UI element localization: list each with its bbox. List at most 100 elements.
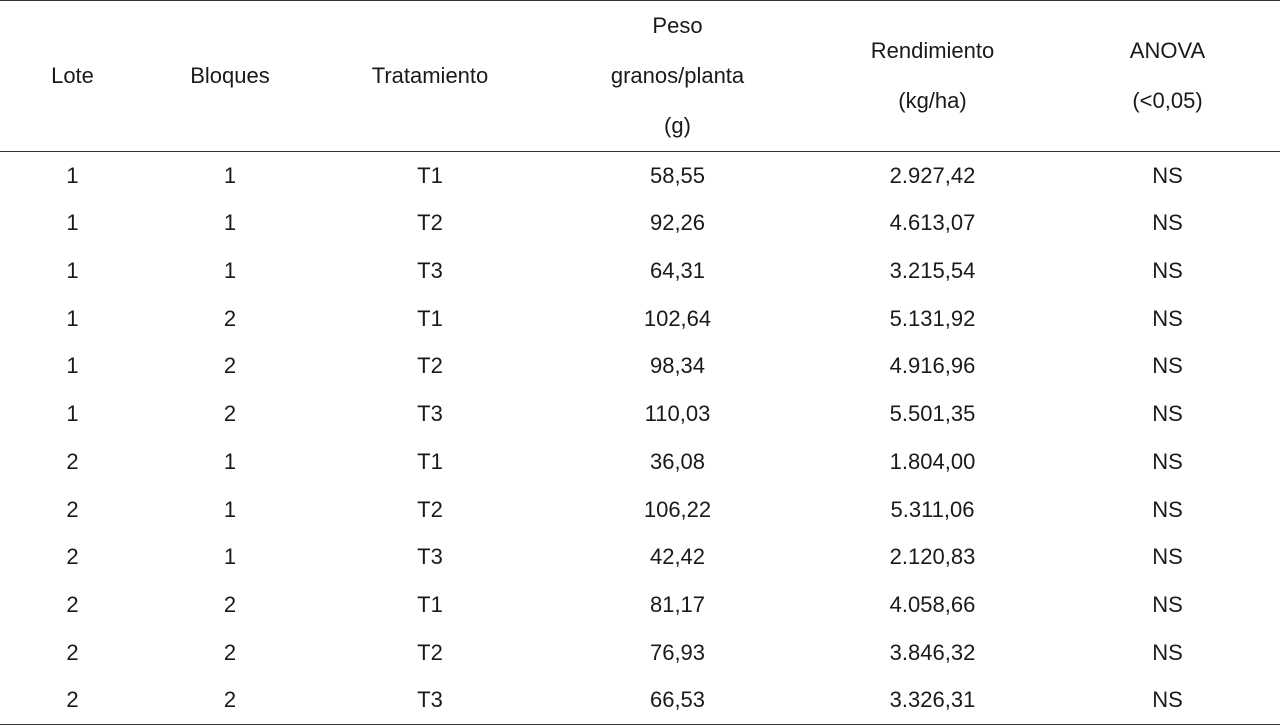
cell-anova: NS [1152, 544, 1183, 570]
cell-peso: 58,55 [649, 162, 706, 188]
cell-tratamiento: T3 [417, 257, 443, 283]
cell-tratamiento: T1 [417, 162, 443, 188]
cell-lote: 1 [66, 305, 79, 331]
table-row: 1 2 T2 98,34 4.916,96 NS [0, 343, 1280, 391]
table-row: 1 1 T1 58,55 2.927,42 NS [0, 152, 1280, 200]
cell-peso: 36,08 [649, 448, 706, 474]
cell-anova: NS [1152, 162, 1183, 188]
cell-bloques: 1 [223, 496, 237, 522]
cell-anova: NS [1152, 257, 1183, 283]
cell-lote: 2 [66, 544, 79, 570]
header-bloques-line-1: Bloques [190, 63, 270, 88]
cell-tratamiento: T3 [315, 676, 545, 725]
cell-bloques: 1 [223, 162, 237, 188]
cell-tratamiento: T2 [417, 496, 443, 522]
cell-anova: NS [1152, 353, 1183, 379]
header-peso-line-2: granos/planta [610, 63, 745, 88]
table-row: 2 2 T1 81,17 4.058,66 NS [0, 581, 1280, 629]
cell-peso: 64,31 [649, 257, 706, 283]
cell-tratamiento: T1 [417, 305, 443, 331]
cell-anova: NS [1152, 448, 1183, 474]
header-anova: ANOVA (<0,05) [1055, 0, 1280, 152]
cell-lote: 2 [66, 592, 79, 618]
cell-rendimiento: 4.916,96 [889, 353, 976, 379]
cell-bloques: 1 [223, 544, 237, 570]
header-bloques: Bloques [145, 0, 315, 152]
cell-anova: NS [1152, 210, 1183, 236]
header-lote: Lote [0, 0, 145, 152]
cell-peso: 110,03 [644, 401, 711, 427]
cell-lote: 1 [66, 210, 79, 236]
header-tratamiento-line-1: Tratamiento [371, 63, 489, 88]
header-rendimiento: Rendimiento (kg/ha) [810, 0, 1055, 152]
cell-anova: NS [1152, 305, 1183, 331]
header-peso-line-1: Peso [652, 13, 703, 38]
table-body: 1 1 T1 58,55 2.927,42 NS 1 1 T2 92,26 4.613,07 NS 1 1… [0, 152, 1280, 725]
cell-tratamiento: T2 [417, 210, 443, 236]
header-rendimiento-line-2: (kg/ha) [898, 88, 967, 113]
header-peso-line-3: (g) [664, 113, 691, 138]
table-row: 2 2 T2 76,93 3.846,32 NS [0, 629, 1280, 677]
cell-bloques: 2 [223, 639, 237, 665]
cell-peso: 106,22 [643, 496, 712, 522]
table-row: 2 2 T3 66,53 3.326,31 NS [0, 676, 1280, 725]
cell-anova: NS [1152, 496, 1183, 522]
cell-tratamiento: T1 [417, 448, 443, 474]
cell-peso: 66,53 [545, 676, 810, 725]
cell-tratamiento: T2 [417, 639, 443, 665]
cell-peso: 42,42 [649, 544, 706, 570]
table-row: 2 1 T2 106,22 5.311,06 NS [0, 486, 1280, 534]
cell-tratamiento: T3 [417, 401, 443, 427]
cell-rendimiento: 3.215,54 [889, 257, 976, 283]
cell-bloques: 1 [223, 448, 237, 474]
cell-bloques: 1 [223, 210, 237, 236]
table-row: 2 1 T3 42,42 2.120,83 NS [0, 534, 1280, 582]
cell-rendimiento: 2.120,83 [889, 544, 976, 570]
cell-rendimiento: 3.326,31 [810, 676, 1055, 725]
cell-anova: NS [1152, 401, 1183, 427]
cell-peso: 102,64 [643, 305, 712, 331]
header-anova-line-1: ANOVA [1129, 38, 1206, 63]
table-row: 1 2 T3 110,03 5.501,35 NS [0, 390, 1280, 438]
cell-peso: 92,26 [649, 210, 706, 236]
cell-anova: NS [1055, 676, 1280, 725]
header-anova-line-2: (<0,05) [1132, 88, 1203, 113]
cell-peso: 98,34 [649, 353, 706, 379]
table-row: 1 2 T1 102,64 5.131,92 NS [0, 295, 1280, 343]
cell-lote: 2 [0, 676, 145, 725]
cell-rendimiento: 2.927,42 [889, 162, 976, 188]
header-row: Lote Bloques Tratamiento Peso granos/pla… [0, 0, 1280, 152]
cell-lote: 1 [66, 257, 79, 283]
cell-bloques: 1 [223, 257, 237, 283]
cell-bloques: 2 [223, 401, 237, 427]
cell-lote: 2 [66, 448, 79, 474]
cell-rendimiento: 5.501,35 [889, 401, 976, 427]
cell-tratamiento: T2 [417, 353, 443, 379]
header-peso: Peso granos/planta (g) [545, 0, 810, 152]
cell-anova: NS [1152, 639, 1183, 665]
cell-rendimiento: 5.131,92 [889, 305, 976, 331]
cell-rendimiento: 4.613,07 [889, 210, 976, 236]
table-row: 1 1 T3 64,31 3.215,54 NS [0, 247, 1280, 295]
table-row: 2 1 T1 36,08 1.804,00 NS [0, 438, 1280, 486]
cell-lote: 2 [66, 639, 79, 665]
header-tratamiento: Tratamiento [315, 0, 545, 152]
cell-bloques: 2 [223, 592, 237, 618]
cell-bloques: 2 [223, 353, 237, 379]
cell-peso: 81,17 [649, 592, 706, 618]
cell-lote: 1 [66, 353, 79, 379]
header-lote-line-1: Lote [51, 63, 94, 88]
cell-rendimiento: 1.804,00 [889, 448, 976, 474]
cell-lote: 1 [66, 401, 79, 427]
cell-rendimiento: 4.058,66 [889, 592, 976, 618]
cell-bloques: 2 [145, 676, 315, 725]
table-header: Lote Bloques Tratamiento Peso granos/pla… [0, 0, 1280, 152]
cell-lote: 1 [66, 162, 79, 188]
cell-bloques: 2 [223, 305, 237, 331]
cell-rendimiento: 3.846,32 [889, 639, 976, 665]
table-row: 1 1 T2 92,26 4.613,07 NS [0, 199, 1280, 247]
header-rendimiento-line-1: Rendimiento [870, 38, 995, 63]
cell-lote: 2 [66, 496, 79, 522]
